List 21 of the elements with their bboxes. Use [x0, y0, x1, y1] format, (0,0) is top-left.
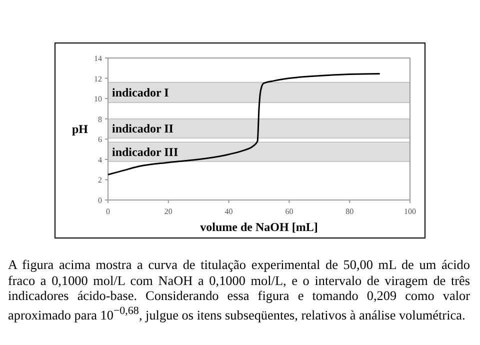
y-tick-label: 6 [98, 135, 102, 144]
x-tick-label: 0 [106, 207, 110, 216]
x-axis-title: volume de NaOH [mL] [200, 220, 318, 234]
line-series [107, 72, 381, 176]
y-tick-label: 0 [98, 196, 102, 205]
y-tick-label: 14 [94, 54, 102, 63]
y-axis-title: pH [72, 122, 89, 136]
y-tick-label: 2 [98, 176, 102, 185]
band-label: indicador II [112, 121, 174, 136]
band-label: indicador III [112, 144, 178, 159]
x-tick-label: 80 [346, 207, 354, 216]
x-tick-label: 20 [164, 207, 172, 216]
text: A figura acima mostra a curva de titulação experimental de 50,00 mL de um ácido fraco a 0,1000 mol/L com NaOH a 0,1000 mol/L, e o intervalo de viragem de três indicadores ácido-base. Considerando essa figura e tomando 0,209 como valor aproximado para 10$^{−0,68}$, julgue os itens subseqüentes, relativos à análise volumétrica. [8, 257, 470, 322]
y-tick-label: 10 [94, 94, 102, 104]
y-tick-label: 8 [98, 114, 102, 124]
y-tick-label: 4 [98, 155, 102, 164]
y-tick-label: 12 [94, 74, 102, 84]
x-tick-label: 100 [404, 207, 416, 216]
x-tick-label: 60 [285, 207, 294, 216]
band-label: indicador I [112, 85, 170, 100]
x-tick-label: 40 [224, 207, 233, 216]
